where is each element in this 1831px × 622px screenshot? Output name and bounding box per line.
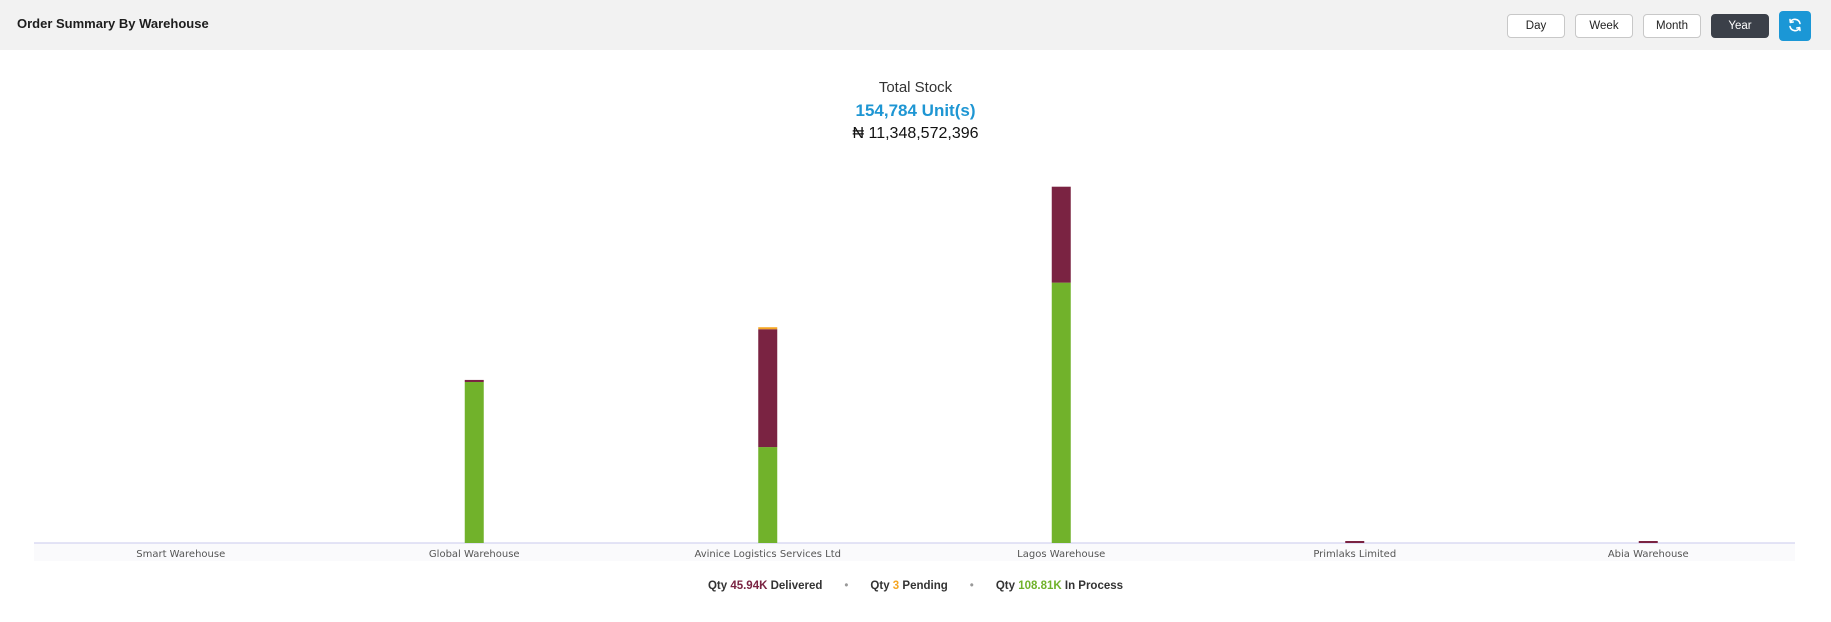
header: Order Summary By Warehouse Day Week Mont… bbox=[0, 0, 1831, 50]
day-button[interactable]: Day bbox=[1507, 14, 1565, 38]
legend-pending-label: Pending bbox=[902, 580, 948, 592]
bar-in-process[interactable] bbox=[464, 381, 484, 543]
bar-in-process[interactable] bbox=[758, 447, 778, 543]
total-stock-value: ₦ 11,348,572,396 bbox=[852, 125, 979, 142]
legend-in-process-value: 108.81K bbox=[1018, 580, 1062, 592]
legend-in-process-prefix: Qty bbox=[995, 580, 1015, 592]
week-button[interactable]: Week bbox=[1575, 14, 1633, 38]
bar-delivered[interactable] bbox=[1638, 541, 1658, 543]
bar-in-process[interactable] bbox=[1051, 282, 1071, 543]
total-stock-units: 154,784 Unit(s) bbox=[855, 101, 976, 120]
legend-separator: • bbox=[969, 580, 974, 592]
bar-delivered[interactable] bbox=[464, 379, 484, 382]
bar-delivered[interactable] bbox=[1345, 541, 1365, 543]
month-button[interactable]: Month bbox=[1643, 14, 1701, 38]
x-tick-label: Abia Warehouse bbox=[1608, 549, 1689, 560]
legend-delivered-value: 45.94K bbox=[730, 580, 768, 592]
legend-pending-prefix: Qty bbox=[870, 580, 890, 592]
refresh-button[interactable] bbox=[1779, 11, 1811, 41]
legend-pending-value: 3 bbox=[892, 580, 900, 592]
bar-delivered[interactable] bbox=[758, 329, 778, 448]
x-axis-band bbox=[34, 543, 1795, 561]
total-stock: Total Stock 154,784 Unit(s) ₦ 11,348,572… bbox=[0, 78, 1831, 145]
legend-pending[interactable]: Qty 3 Pending bbox=[870, 580, 947, 592]
legend-in-process-label: In Process bbox=[1064, 580, 1124, 592]
chart-legend: Qty 45.94K Delivered • Qty 3 Pending • Q… bbox=[0, 580, 1831, 592]
page-title: Order Summary By Warehouse bbox=[17, 16, 209, 31]
legend-delivered-prefix: Qty bbox=[707, 580, 728, 592]
bar-pending[interactable] bbox=[758, 327, 778, 330]
total-stock-label: Total Stock bbox=[878, 79, 953, 96]
x-tick-label: Global Warehouse bbox=[429, 549, 520, 560]
bar-delivered[interactable] bbox=[1051, 186, 1071, 283]
year-button[interactable]: Year bbox=[1711, 14, 1769, 38]
legend-delivered[interactable]: Qty 45.94K Delivered bbox=[708, 580, 822, 592]
legend-delivered-label: Delivered bbox=[770, 580, 823, 592]
legend-in-process[interactable]: Qty 108.81K In Process bbox=[996, 580, 1123, 592]
legend-separator: • bbox=[844, 580, 849, 592]
x-tick-label: Primlaks Limited bbox=[1313, 549, 1396, 560]
refresh-icon bbox=[1787, 17, 1803, 36]
warehouse-bar-chart: Smart Warehouse Global Warehouse Avinice L… bbox=[34, 186, 1795, 561]
x-tick-label: Lagos Warehouse bbox=[1017, 549, 1105, 560]
x-tick-label: Avinice Logistics Services Ltd bbox=[694, 549, 841, 560]
x-tick-label: Smart Warehouse bbox=[136, 549, 225, 560]
range-toolbar: Day Week Month Year bbox=[1507, 11, 1811, 41]
